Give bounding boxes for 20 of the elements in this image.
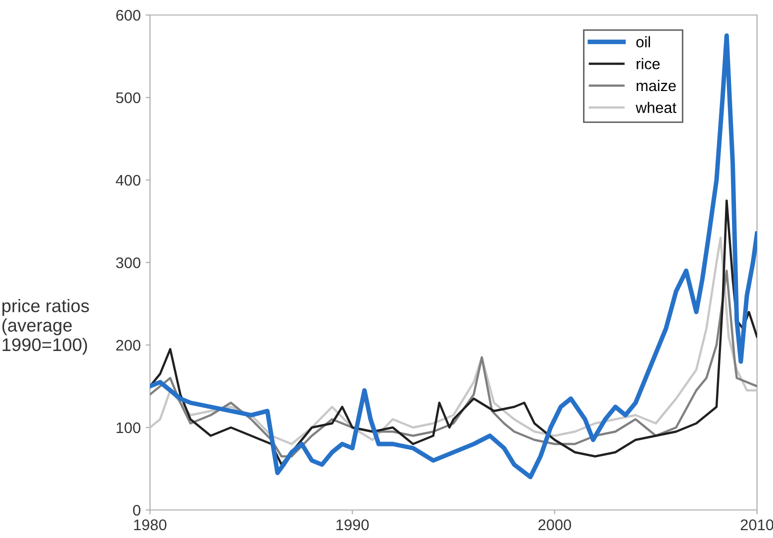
y-tick-label: 500 xyxy=(116,92,140,104)
line-series xyxy=(150,33,757,480)
y-tick-label: 400 xyxy=(116,174,140,186)
legend-label: oil xyxy=(636,36,650,48)
legend-label: maize xyxy=(636,80,676,92)
y-tick-label: 600 xyxy=(116,10,140,21)
x-tick-label: 2000 xyxy=(538,519,572,530)
legend-label: rice xyxy=(636,58,660,70)
x-tick-label: 2010 xyxy=(740,519,773,530)
legend-label: wheat xyxy=(636,102,676,114)
y-axis-title: price ratios (average 1990=100) xyxy=(2,298,89,355)
x-tick-label: 1980 xyxy=(134,519,166,530)
line-series xyxy=(150,236,757,446)
line-series xyxy=(150,200,757,466)
y-tick-label: 0 xyxy=(133,504,140,516)
y-tick-label: 200 xyxy=(116,340,140,351)
line-series xyxy=(150,270,757,458)
y-tick-label: 100 xyxy=(116,422,140,434)
y-tick-label: 300 xyxy=(116,257,140,268)
x-tick-label: 1990 xyxy=(336,519,369,530)
